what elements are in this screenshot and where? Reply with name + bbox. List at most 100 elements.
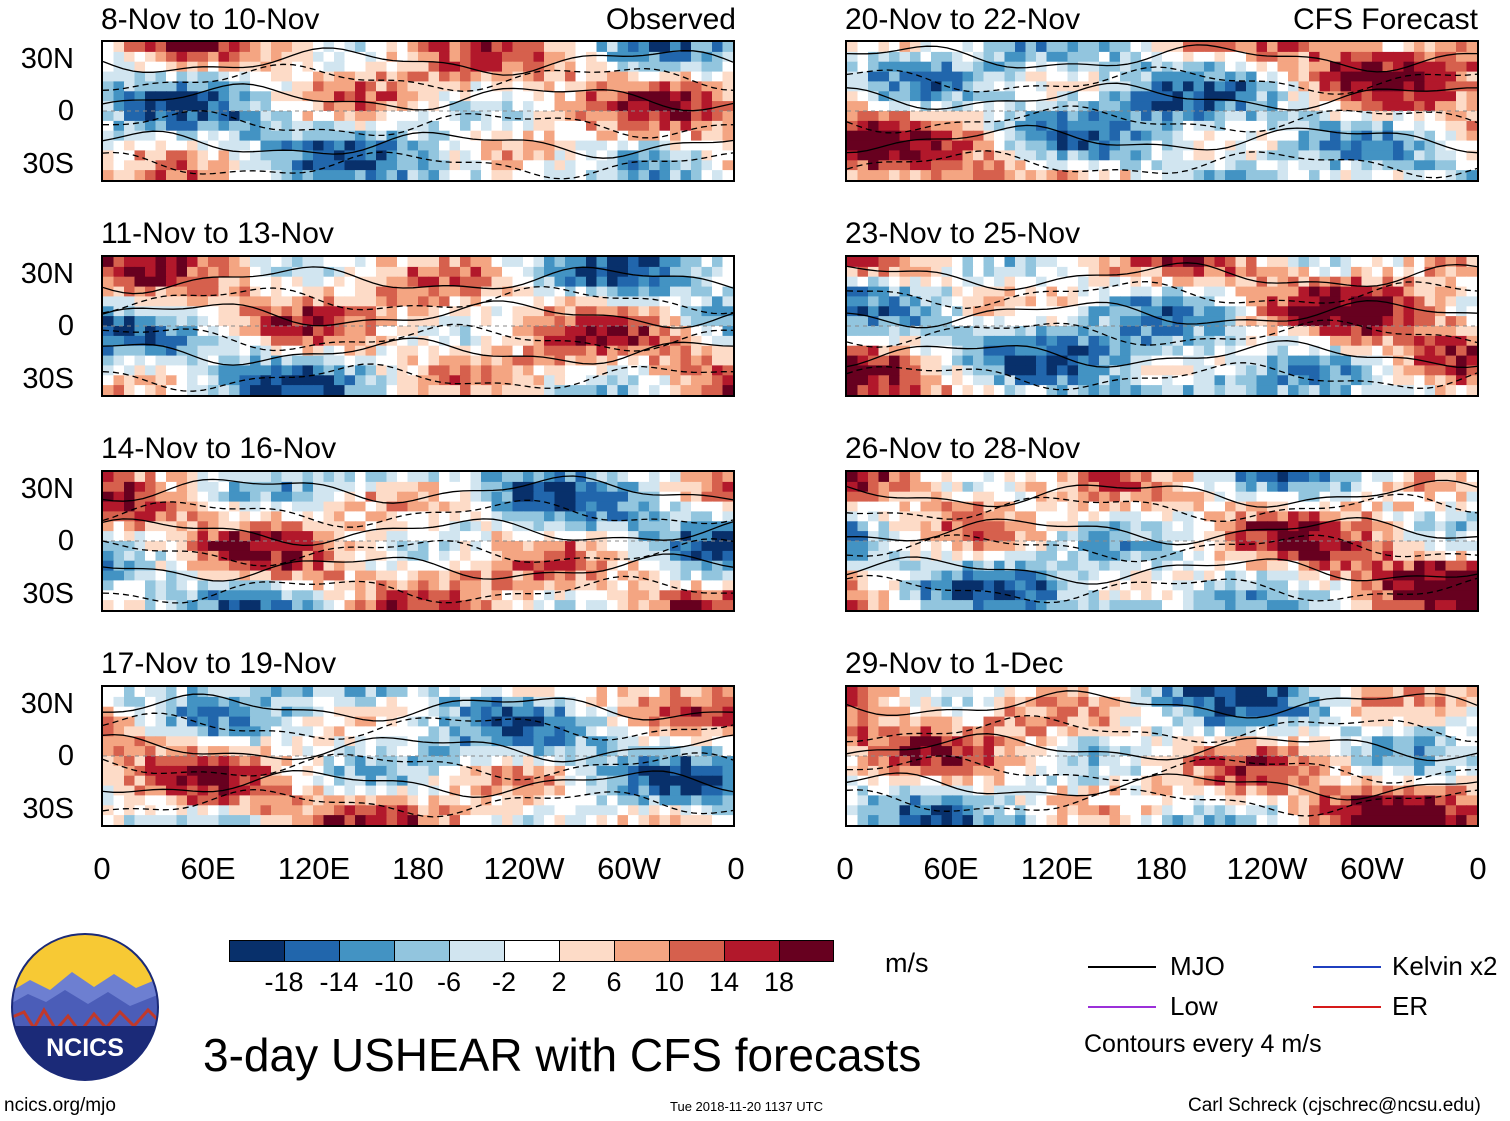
field-cell	[617, 71, 629, 83]
field-cell	[344, 696, 356, 708]
field-cell	[680, 140, 692, 152]
field-cell	[1067, 296, 1079, 307]
field-cell	[197, 91, 209, 102]
field-cell	[1424, 365, 1436, 376]
field-cell	[607, 335, 619, 347]
field-cell	[554, 160, 566, 171]
field-cell	[1193, 365, 1205, 376]
field-cell	[103, 286, 115, 298]
field-cell	[712, 511, 724, 522]
field-cell	[502, 736, 514, 747]
field-cell	[1120, 101, 1132, 112]
field-cell	[187, 326, 199, 337]
field-cell	[1340, 71, 1352, 83]
field-cell	[1099, 42, 1111, 53]
field-cell	[187, 600, 199, 610]
field-cell	[659, 580, 671, 591]
field-cell	[1088, 296, 1100, 307]
field-cell	[1466, 257, 1477, 268]
field-cell	[218, 716, 230, 728]
field-cell	[491, 160, 503, 171]
field-cell	[1435, 257, 1447, 268]
field-cell	[1067, 61, 1079, 73]
field-cell	[1162, 91, 1174, 102]
field-cell	[1004, 266, 1016, 278]
field-cell	[596, 257, 608, 268]
field-cell	[502, 130, 514, 142]
field-cell	[512, 316, 524, 327]
field-cell	[1109, 286, 1121, 298]
field-cell	[418, 501, 430, 513]
field-cell	[250, 805, 262, 816]
field-cell	[1036, 130, 1048, 142]
field-cell	[617, 590, 629, 601]
field-cell	[565, 120, 577, 132]
field-cell	[439, 316, 451, 327]
field-cell	[889, 160, 901, 171]
field-cell	[659, 501, 671, 513]
field-cell	[1298, 365, 1310, 376]
field-cell	[638, 696, 650, 708]
field-cell	[1046, 61, 1058, 73]
field-cell	[565, 716, 577, 728]
field-cell	[460, 150, 472, 161]
field-cell	[680, 815, 692, 825]
field-cell	[1046, 276, 1058, 288]
field-cell	[470, 385, 482, 395]
field-cell	[659, 550, 671, 562]
field-cell	[523, 795, 535, 806]
field-cell	[397, 736, 409, 747]
field-cell	[857, 71, 869, 83]
field-cell	[628, 590, 640, 601]
field-cell	[439, 511, 451, 522]
field-cell	[586, 746, 598, 757]
field-cell	[134, 716, 146, 728]
field-cell	[962, 296, 974, 307]
field-cell	[397, 481, 409, 493]
field-cell	[607, 276, 619, 288]
field-cell	[1288, 120, 1300, 132]
field-cell	[649, 385, 661, 395]
field-cell	[712, 306, 724, 317]
field-cell	[428, 81, 440, 92]
field-cell	[428, 61, 440, 73]
field-cell	[544, 375, 556, 386]
field-cell	[1445, 335, 1457, 347]
field-cell	[271, 375, 283, 386]
field-cell	[670, 756, 682, 767]
field-cell	[481, 805, 493, 816]
field-cell	[355, 815, 367, 825]
field-cell	[1004, 286, 1016, 298]
field-cell	[1288, 286, 1300, 298]
field-cell	[575, 111, 587, 122]
field-cell	[302, 42, 314, 53]
field-cell	[1130, 101, 1142, 112]
field-cell	[712, 170, 724, 180]
field-cell	[722, 736, 733, 747]
field-cell	[134, 257, 146, 268]
field-cell	[1456, 257, 1468, 268]
field-cell	[857, 91, 869, 102]
field-cell	[145, 170, 157, 180]
field-cell	[523, 560, 535, 572]
field-cell	[145, 61, 157, 73]
field-cell	[586, 716, 598, 728]
field-cell	[187, 140, 199, 152]
field-cell	[701, 726, 713, 737]
field-cell	[281, 491, 293, 503]
field-cell	[124, 150, 136, 161]
field-cell	[512, 521, 524, 532]
field-cell	[365, 71, 377, 83]
field-cell	[1141, 316, 1153, 327]
field-cell	[649, 805, 661, 816]
field-cell	[1435, 111, 1447, 122]
field-cell	[983, 101, 995, 112]
field-cell	[920, 375, 932, 386]
field-cell	[1099, 335, 1111, 347]
field-cell	[712, 590, 724, 601]
field-cell	[376, 716, 388, 728]
field-cell	[344, 160, 356, 171]
field-cell	[649, 306, 661, 317]
field-cell	[134, 316, 146, 327]
field-cell	[941, 296, 953, 307]
